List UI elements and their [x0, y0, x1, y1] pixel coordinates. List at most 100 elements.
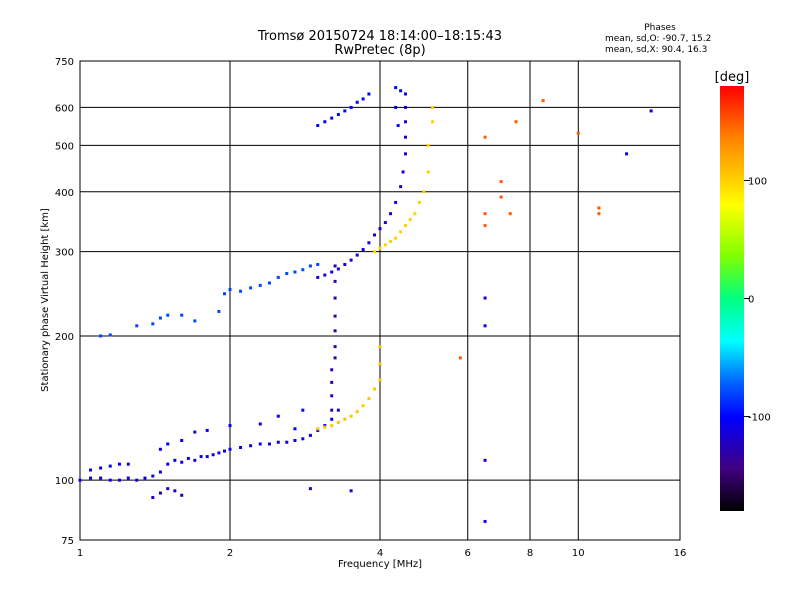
y-tick-label: 400 — [55, 188, 74, 199]
data-point — [285, 440, 289, 444]
data-point — [336, 420, 340, 424]
data-point — [239, 289, 243, 293]
data-point — [228, 288, 232, 292]
data-point — [158, 316, 162, 320]
gridlines — [80, 61, 680, 540]
data-point — [333, 345, 337, 349]
data-point — [508, 212, 512, 216]
data-point — [173, 458, 177, 462]
data-point — [166, 462, 170, 466]
data-point — [108, 333, 112, 337]
data-point — [403, 152, 407, 156]
y-tick-label: 750 — [55, 57, 74, 68]
data-point — [649, 109, 653, 113]
data-point — [217, 309, 221, 313]
data-point — [276, 275, 280, 279]
data-point — [343, 262, 347, 266]
data-point — [199, 455, 203, 459]
data-point — [426, 143, 430, 147]
y-axis-label: Stationary phase Virtual Height [km] — [40, 208, 51, 392]
data-point — [330, 116, 334, 120]
data-point — [389, 239, 393, 243]
data-point — [336, 408, 340, 412]
data-point — [361, 248, 365, 252]
data-point — [394, 105, 398, 109]
data-point — [143, 476, 147, 480]
data-point — [333, 279, 337, 283]
data-point — [458, 356, 462, 360]
data-point — [333, 356, 337, 360]
data-point — [316, 275, 320, 279]
data-point — [394, 200, 398, 204]
colorbar-ticks: 100 0 -100 — [744, 176, 771, 424]
data-point — [78, 478, 82, 482]
data-point — [343, 109, 347, 113]
data-point — [180, 439, 184, 443]
data-point — [323, 273, 327, 277]
data-point — [323, 424, 327, 428]
data-point — [323, 425, 327, 429]
data-point — [333, 264, 337, 268]
data-point — [239, 445, 243, 449]
data-point — [267, 442, 271, 446]
data-point — [378, 345, 382, 349]
data-point — [330, 380, 334, 384]
data-point — [396, 124, 400, 128]
data-point — [399, 185, 403, 189]
data-point — [389, 212, 393, 216]
x-axis-ticks: 1 2 4 6 8 10 16 — [77, 548, 687, 559]
data-point — [431, 105, 435, 109]
data-point — [361, 97, 365, 101]
data-point — [316, 124, 320, 128]
data-point — [205, 455, 209, 459]
data-point — [349, 258, 353, 262]
data-point — [301, 437, 305, 441]
data-point — [361, 404, 365, 408]
data-point — [483, 324, 487, 328]
data-point — [514, 120, 518, 124]
data-point — [249, 444, 253, 448]
data-point — [499, 180, 503, 184]
data-point — [217, 451, 221, 455]
data-point — [330, 394, 334, 398]
data-point — [205, 428, 209, 432]
data-point — [355, 100, 359, 104]
data-point — [483, 224, 487, 228]
data-point — [223, 292, 227, 296]
data-point — [267, 281, 271, 285]
chart-subtitle: RwPretec (8p) — [334, 43, 425, 58]
data-point — [316, 427, 320, 431]
data-point — [117, 478, 121, 482]
data-point — [99, 334, 103, 338]
data-point — [483, 296, 487, 300]
y-tick-label: 75 — [61, 536, 74, 547]
data-point — [426, 170, 430, 174]
x-tick-label: 8 — [527, 548, 533, 559]
data-point — [422, 190, 426, 194]
data-point — [483, 519, 487, 523]
data-point — [193, 319, 197, 323]
data-point — [625, 152, 629, 156]
phases-heading: Phases — [644, 23, 676, 33]
data-point — [333, 296, 337, 300]
data-point — [316, 428, 320, 432]
data-point — [173, 489, 177, 493]
data-point — [293, 270, 297, 274]
data-point — [180, 313, 184, 317]
data-point — [417, 200, 421, 204]
y-tick-label: 100 — [55, 476, 74, 487]
data-point — [483, 212, 487, 216]
data-point — [126, 476, 130, 480]
data-point — [349, 105, 353, 109]
data-point — [403, 135, 407, 139]
data-point — [336, 267, 340, 271]
data-point — [394, 86, 398, 90]
y-tick-label: 600 — [55, 103, 74, 114]
data-point — [135, 324, 139, 328]
data-point — [343, 417, 347, 421]
y-tick-label: 500 — [55, 141, 74, 152]
data-point — [308, 264, 312, 268]
x-tick-label: 1 — [77, 548, 83, 559]
data-point — [403, 224, 407, 228]
data-point — [151, 495, 155, 499]
